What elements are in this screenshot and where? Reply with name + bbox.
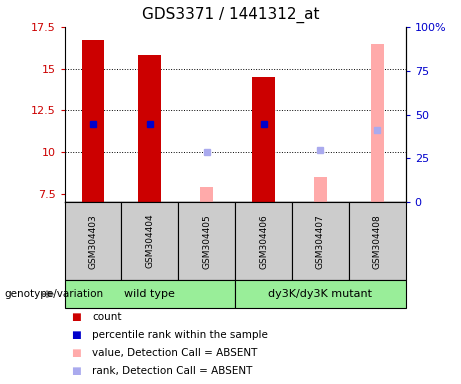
Text: genotype/variation: genotype/variation	[5, 289, 104, 299]
Text: rank, Detection Call = ABSENT: rank, Detection Call = ABSENT	[92, 366, 253, 376]
Text: GSM304408: GSM304408	[373, 214, 382, 268]
Text: GSM304403: GSM304403	[89, 214, 97, 268]
Text: ■: ■	[71, 312, 81, 322]
Text: GSM304404: GSM304404	[145, 214, 154, 268]
Bar	[138, 56, 161, 202]
Bar	[252, 77, 275, 202]
Bar	[292, 202, 349, 280]
Bar	[121, 202, 178, 280]
Bar	[371, 44, 384, 202]
Text: ■: ■	[71, 366, 81, 376]
Bar	[65, 280, 235, 308]
Bar	[178, 202, 235, 280]
Text: dy3K/dy3K mutant: dy3K/dy3K mutant	[268, 289, 372, 299]
Text: value, Detection Call = ABSENT: value, Detection Call = ABSENT	[92, 348, 258, 358]
Bar	[201, 187, 213, 202]
Text: ■: ■	[71, 330, 81, 340]
Bar	[349, 202, 406, 280]
Bar	[82, 40, 104, 202]
Bar	[65, 202, 121, 280]
Text: percentile rank within the sample: percentile rank within the sample	[92, 330, 268, 340]
Text: GDS3371 / 1441312_at: GDS3371 / 1441312_at	[142, 7, 319, 23]
Bar	[314, 177, 327, 202]
Bar	[235, 202, 292, 280]
Text: GSM304407: GSM304407	[316, 214, 325, 268]
Text: ■: ■	[71, 348, 81, 358]
Text: count: count	[92, 312, 122, 322]
Text: wild type: wild type	[124, 289, 175, 299]
Bar	[235, 280, 406, 308]
Text: GSM304405: GSM304405	[202, 214, 211, 268]
Text: GSM304406: GSM304406	[259, 214, 268, 268]
